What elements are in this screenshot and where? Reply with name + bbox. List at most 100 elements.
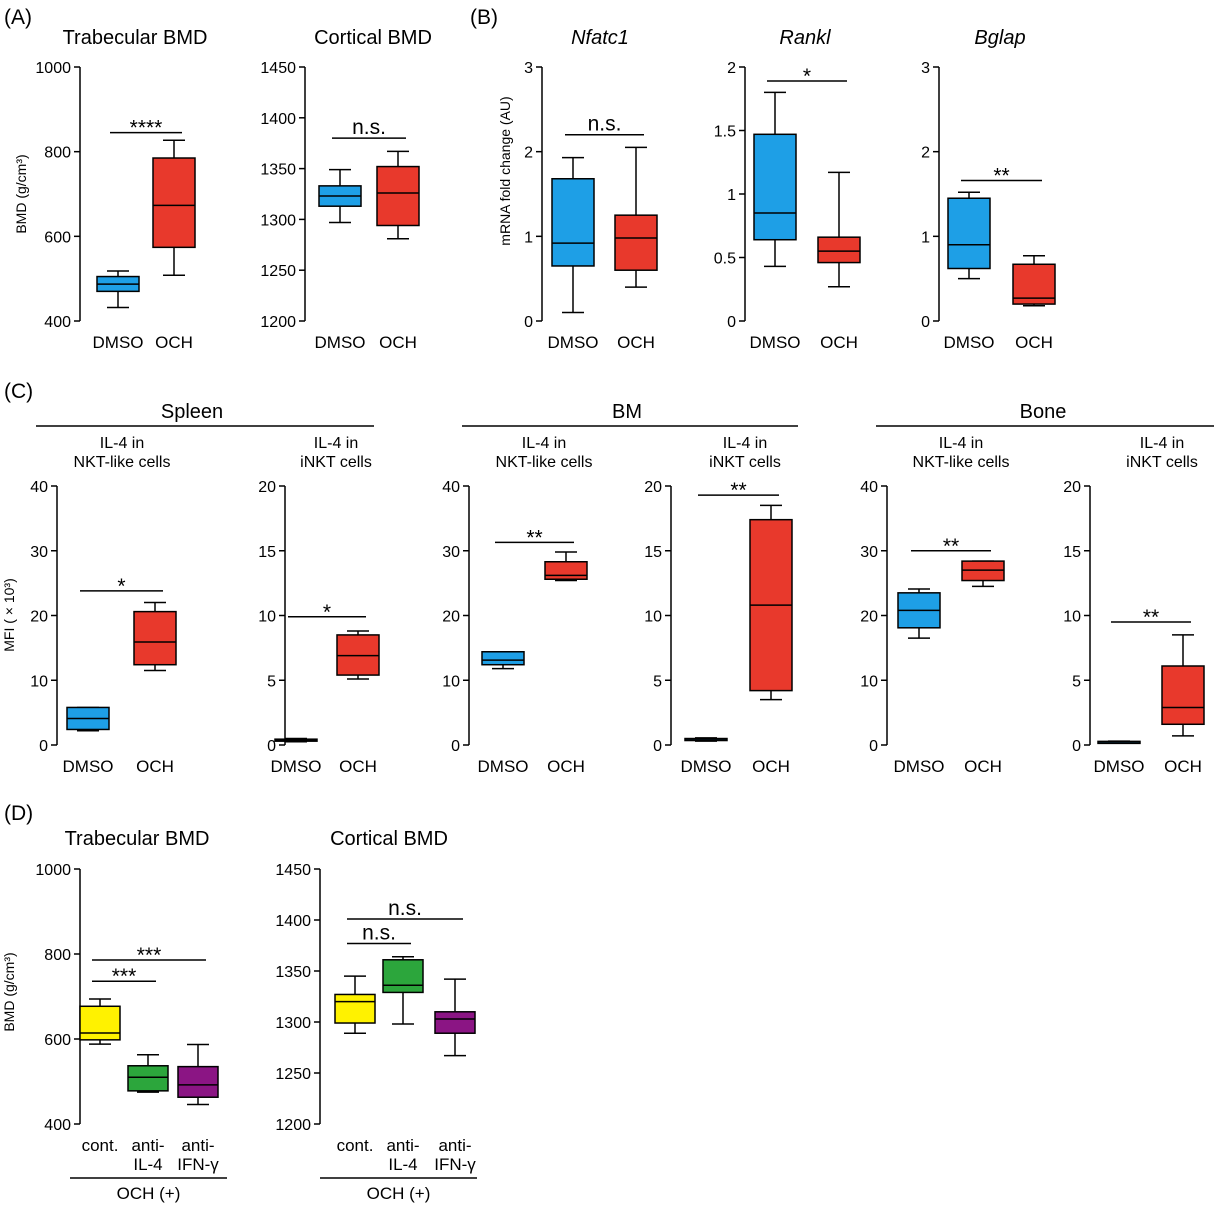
box-anti-il-4 bbox=[382, 955, 424, 1025]
x-category-label: DMSO bbox=[944, 333, 995, 352]
chart-subtitle-line: iNKT cells bbox=[300, 454, 372, 471]
y-tick-label: 0 bbox=[653, 738, 662, 755]
panel-label-c: (C) bbox=[4, 380, 33, 403]
box-iqr bbox=[133, 610, 177, 666]
group-label-bm: BM bbox=[612, 401, 642, 423]
chart-d1: Trabecular BMD BMD (g/cm³) 400 600 800 1000 co… bbox=[1, 828, 227, 1203]
y-tick-label: 10 bbox=[644, 609, 662, 626]
chart-b2: Rankl 0 0.5 1 1.5 2 DMSO OCH * bbox=[714, 27, 861, 352]
x-category-label: IFN-γ bbox=[177, 1155, 219, 1174]
y-tick-label: 1350 bbox=[260, 162, 296, 179]
x-category-label: IFN-γ bbox=[434, 1155, 476, 1174]
significance-label: * bbox=[323, 601, 331, 624]
x-category-label: OCH bbox=[155, 333, 193, 352]
significance-label: n.s. bbox=[352, 116, 386, 139]
chart-c1: IL-4 in NKT-like cells MFI ( × 10³) 0 10 20 30… bbox=[1, 435, 177, 776]
y-tick-label: 800 bbox=[44, 145, 71, 162]
x-category-label: DMSO bbox=[750, 333, 801, 352]
chart-title: Trabecular BMD bbox=[65, 828, 210, 850]
chart-title: Bglap bbox=[974, 27, 1025, 49]
y-tick-label: 2 bbox=[727, 60, 736, 77]
y-tick-label: 20 bbox=[860, 609, 878, 626]
y-tick-label: 0 bbox=[869, 738, 878, 755]
y-axis-label: BMD (g/cm³) bbox=[1, 952, 17, 1031]
y-tick-label: 1450 bbox=[275, 862, 311, 879]
y-tick-label: 15 bbox=[644, 544, 662, 561]
box-iqr bbox=[334, 993, 376, 1024]
box-iqr bbox=[127, 1065, 169, 1092]
y-tick-label: 1 bbox=[921, 229, 930, 246]
y-axis-label: MFI ( × 10³) bbox=[1, 578, 17, 652]
box-iqr bbox=[551, 178, 595, 267]
y-tick-label: 0 bbox=[727, 314, 736, 331]
chart-d2: Cortical BMD 1200 1250 1300 1350 1400 1450 cont… bbox=[275, 828, 477, 1203]
treatment-group-label: OCH (+) bbox=[367, 1184, 431, 1203]
y-tick-label: 10 bbox=[258, 609, 276, 626]
box-dmso bbox=[753, 91, 797, 268]
box-anti-ifn- bbox=[434, 978, 476, 1057]
chart-title: Trabecular BMD bbox=[63, 27, 208, 49]
y-tick-label: 30 bbox=[442, 544, 460, 561]
y-tick-label: 1.5 bbox=[714, 124, 736, 141]
x-category-label: cont. bbox=[337, 1136, 374, 1155]
y-tick-label: 40 bbox=[860, 479, 878, 496]
box-iqr bbox=[177, 1065, 219, 1098]
x-category-label: OCH bbox=[379, 333, 417, 352]
x-category-label: anti- bbox=[438, 1136, 471, 1155]
box-och bbox=[152, 139, 196, 277]
y-tick-label: 0 bbox=[451, 738, 460, 755]
chart-subtitle-line: iNKT cells bbox=[1126, 454, 1198, 471]
box-cont- bbox=[79, 998, 121, 1045]
x-category-label: OCH bbox=[1015, 333, 1053, 352]
significance-label: * bbox=[117, 575, 125, 598]
chart-a1: Trabecular BMD BMD (g/cm³) 400 600 800 1000 DM… bbox=[13, 27, 207, 352]
x-category-label: OCH bbox=[617, 333, 655, 352]
box-cont- bbox=[334, 975, 376, 1034]
box-och bbox=[614, 146, 658, 288]
y-tick-label: 20 bbox=[30, 609, 48, 626]
box-dmso bbox=[274, 737, 318, 743]
box-iqr bbox=[152, 157, 196, 249]
box-iqr bbox=[544, 561, 588, 580]
chart-subtitle-line: iNKT cells bbox=[709, 454, 781, 471]
box-och bbox=[1012, 255, 1056, 307]
significance-label: *** bbox=[137, 944, 162, 967]
box-dmso bbox=[481, 651, 525, 670]
x-category-label: IL-4 bbox=[388, 1155, 417, 1174]
y-tick-label: 40 bbox=[442, 479, 460, 496]
y-tick-label: 0 bbox=[1072, 738, 1081, 755]
box-iqr bbox=[1161, 665, 1205, 726]
y-tick-label: 0 bbox=[524, 314, 533, 331]
y-tick-label: 0 bbox=[267, 738, 276, 755]
chart-c2: IL-4 in iNKT cells 0 5 10 15 20 DMSO OCH * bbox=[258, 435, 380, 776]
significance-label: n.s. bbox=[388, 897, 422, 920]
box-dmso bbox=[66, 706, 110, 732]
chart-c5: IL-4 in NKT-like cells 0 10 20 30 40 DMSO OCH ** bbox=[860, 435, 1009, 776]
y-tick-label: 5 bbox=[267, 673, 276, 690]
y-tick-label: 10 bbox=[860, 673, 878, 690]
box-och bbox=[133, 601, 177, 672]
y-tick-label: 15 bbox=[1063, 544, 1081, 561]
chart-title: Rankl bbox=[779, 27, 831, 49]
box-iqr bbox=[481, 651, 525, 666]
chart-b3: Bglap 0 1 2 3 DMSO OCH ** bbox=[921, 27, 1056, 352]
y-tick-label: 5 bbox=[653, 673, 662, 690]
x-category-label: OCH bbox=[339, 757, 377, 776]
y-tick-label: 800 bbox=[44, 947, 71, 964]
y-tick-label: 40 bbox=[30, 479, 48, 496]
box-dmso bbox=[1097, 740, 1141, 745]
significance-label: * bbox=[803, 65, 811, 88]
significance-label: ** bbox=[1143, 606, 1159, 629]
box-dmso bbox=[318, 168, 362, 224]
chart-subtitle-line: NKT-like cells bbox=[74, 454, 171, 471]
significance-label: ** bbox=[730, 479, 746, 502]
x-category-label: OCH bbox=[547, 757, 585, 776]
y-tick-label: 1300 bbox=[275, 1015, 311, 1032]
y-tick-label: 2 bbox=[921, 145, 930, 162]
y-tick-label: 400 bbox=[44, 314, 71, 331]
x-category-label: DMSO bbox=[548, 333, 599, 352]
box-iqr bbox=[753, 133, 797, 241]
box-dmso bbox=[96, 270, 140, 309]
box-och bbox=[749, 504, 793, 701]
